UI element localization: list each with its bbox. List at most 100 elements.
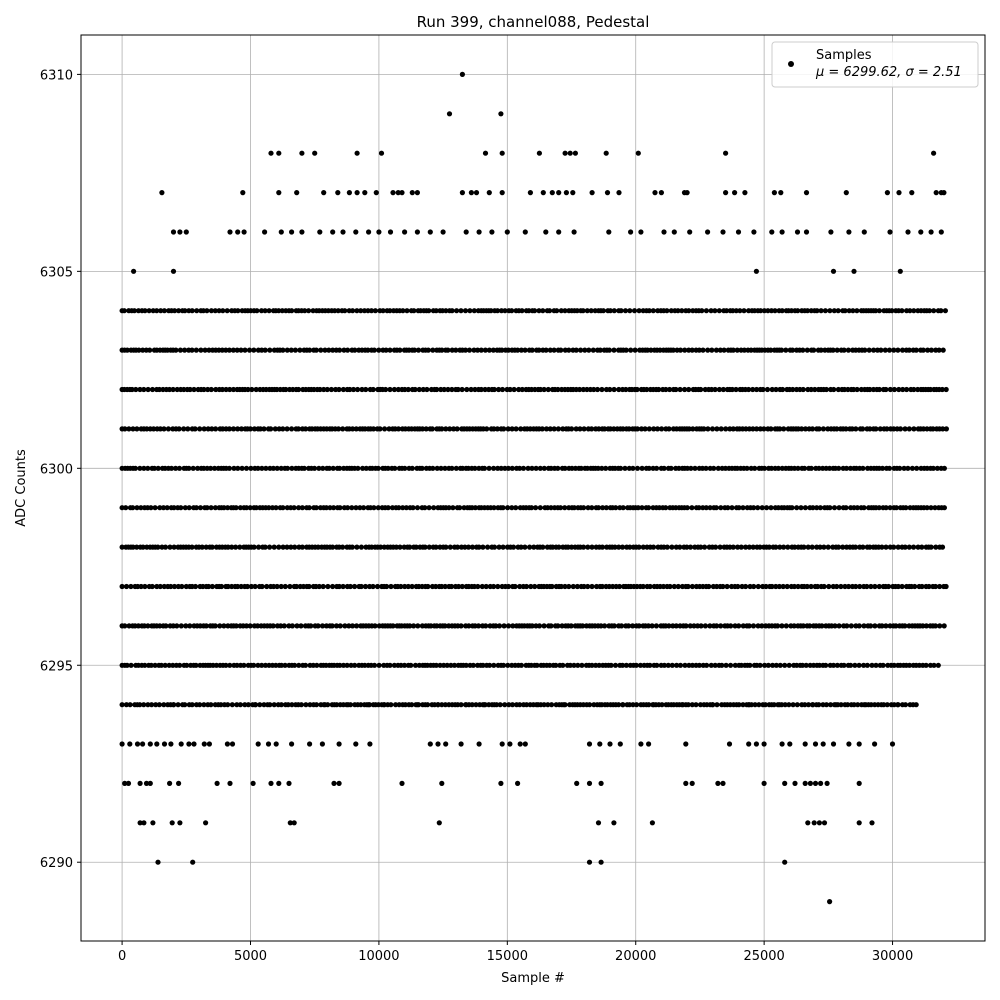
data-point — [928, 544, 934, 550]
data-point — [193, 347, 199, 353]
data-point — [883, 623, 889, 629]
data-point — [562, 308, 568, 314]
data-point — [380, 308, 386, 314]
data-point — [743, 544, 749, 550]
data-point — [827, 505, 833, 511]
data-point — [883, 386, 889, 393]
data-point — [714, 623, 720, 629]
data-point — [148, 505, 154, 511]
data-point — [777, 662, 783, 668]
data-point — [750, 544, 756, 550]
data-point — [486, 465, 492, 471]
data-point — [127, 702, 133, 708]
data-point — [710, 702, 716, 708]
x-axis-label: Sample # — [501, 971, 565, 986]
data-point — [186, 741, 192, 747]
data-point — [889, 741, 896, 747]
data-point — [736, 702, 742, 708]
data-point — [671, 583, 677, 590]
data-point — [206, 741, 212, 747]
data-point — [816, 702, 822, 708]
data-point — [524, 702, 530, 708]
data-point — [646, 741, 652, 747]
data-point — [484, 426, 490, 432]
data-point — [545, 386, 551, 393]
data-point — [933, 190, 939, 196]
data-point — [229, 702, 235, 708]
data-point — [638, 741, 644, 747]
data-point — [259, 662, 265, 668]
data-point — [182, 702, 188, 708]
data-point — [664, 544, 670, 550]
data-point — [895, 583, 901, 590]
data-point — [426, 505, 432, 511]
data-point — [781, 544, 787, 550]
data-point — [843, 505, 849, 511]
data-point — [205, 426, 211, 432]
data-point — [161, 741, 168, 747]
data-point — [480, 544, 486, 550]
data-point — [342, 308, 348, 314]
data-point — [515, 780, 521, 787]
data-point — [268, 150, 274, 156]
data-point — [157, 505, 163, 511]
data-point — [458, 623, 464, 629]
data-point — [595, 820, 602, 826]
data-point — [639, 505, 645, 511]
data-point — [804, 347, 810, 353]
data-point — [147, 780, 153, 787]
data-point — [904, 386, 910, 393]
data-point — [650, 544, 657, 550]
data-point — [354, 308, 360, 314]
data-point — [226, 426, 232, 432]
data-point — [445, 347, 451, 353]
data-point — [509, 505, 515, 511]
data-point — [230, 347, 236, 353]
data-point — [625, 623, 632, 629]
data-point — [602, 426, 608, 432]
data-point — [723, 426, 729, 432]
data-point — [442, 583, 448, 590]
data-point — [853, 426, 859, 432]
data-point — [337, 505, 343, 511]
data-point — [930, 426, 936, 432]
data-point — [504, 229, 510, 235]
data-point — [729, 505, 735, 511]
data-point — [654, 465, 660, 471]
data-point — [398, 583, 404, 590]
data-point — [230, 426, 237, 432]
data-point — [124, 347, 130, 353]
data-point — [161, 702, 167, 708]
data-point — [723, 662, 729, 668]
data-point — [322, 702, 328, 708]
data-point — [458, 308, 464, 314]
data-point — [522, 229, 528, 235]
data-point — [746, 623, 752, 629]
data-point — [131, 308, 137, 314]
data-point — [499, 386, 506, 393]
data-point — [447, 544, 453, 550]
data-point — [696, 505, 702, 511]
data-point — [827, 465, 833, 471]
data-point — [690, 426, 696, 432]
data-point — [141, 820, 147, 826]
data-point — [577, 426, 583, 432]
data-point — [687, 623, 693, 629]
data-point — [483, 583, 489, 590]
data-point — [372, 623, 378, 629]
data-point — [239, 465, 245, 471]
data-point — [642, 426, 648, 432]
data-point — [202, 347, 208, 353]
data-point — [879, 465, 886, 471]
data-point — [864, 583, 870, 590]
legend-stats-label: μ = 6299.62, σ = 2.51 — [815, 65, 962, 80]
data-point — [149, 702, 155, 708]
data-point — [353, 229, 359, 235]
data-point — [443, 544, 449, 550]
data-point — [606, 229, 612, 235]
data-point — [208, 308, 214, 314]
data-point — [588, 308, 594, 314]
data-point — [791, 583, 798, 590]
data-point — [352, 347, 358, 353]
data-point — [247, 623, 253, 629]
